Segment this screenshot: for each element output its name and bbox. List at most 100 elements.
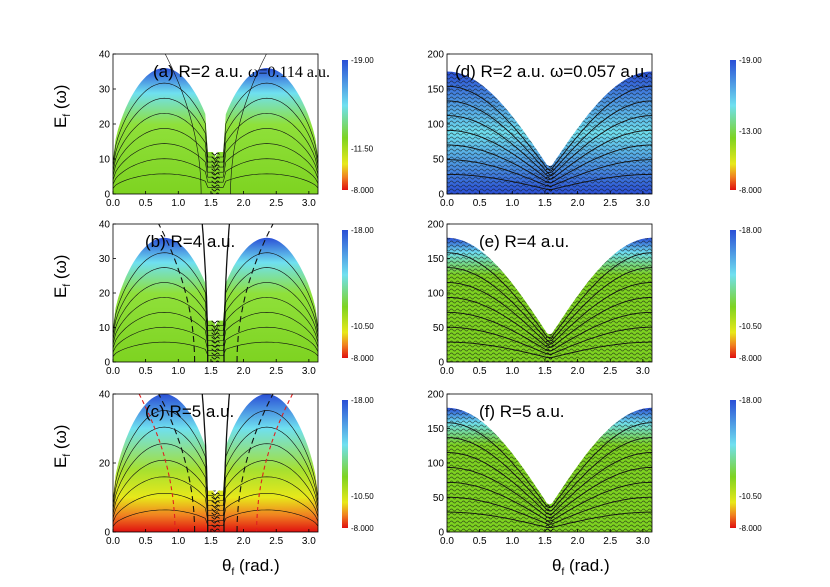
center-interference-e [545, 334, 554, 362]
colorbar-e [730, 230, 736, 358]
panel-a: 0.0 0.5 1.0 1.5 2.0 2.5 3.0 0 10 20 30 40 (a) R=2 a.… [99, 50, 374, 210]
y-tick-label: 50 [433, 323, 445, 334]
y-tick-label: 50 [433, 493, 445, 504]
x-tick-label: 0.0 [440, 366, 454, 377]
x-tick-label: 3.0 [302, 366, 316, 377]
colorbar-c [342, 400, 348, 528]
ylabel-top: Ef (ω) [51, 85, 73, 128]
x-tick-label: 0.5 [473, 198, 487, 209]
colorbar-tick-label: -8.000 [739, 354, 762, 363]
y-tick-label: 30 [99, 85, 111, 96]
panel-d: 0.0 0.5 1.0 1.5 2.0 2.5 3.0 0 50 100 150 200 (d) R=2… [427, 50, 762, 210]
x-tick-label: 0.0 [106, 366, 120, 377]
colorbar-tick-label: -13.00 [739, 127, 762, 136]
colorbar-tick-label: -10.50 [739, 492, 762, 501]
colorbar-tick-label: -11.50 [351, 145, 374, 154]
ylabel-middle: Ef (ω) [51, 255, 73, 298]
y-tick-label: 20 [99, 289, 111, 300]
y-tick-label: 20 [99, 459, 111, 470]
x-tick-label: 2.5 [603, 198, 617, 209]
colorbar-tick-label: -18.00 [351, 226, 374, 235]
colorbar-tick-label: -8.000 [351, 186, 374, 195]
contour-fill-b [113, 237, 318, 362]
y-tick-label: 100 [427, 289, 444, 300]
colorbar-tick-label: -10.50 [351, 322, 374, 331]
xlabel-left: θf (rad.) [222, 556, 280, 578]
panel-e: 0.0 0.5 1.0 1.5 2.0 2.5 3.0 0 50 100 150 200 (e) R=4… [427, 220, 762, 378]
contour-texture-f [447, 407, 652, 532]
colorbar-a [342, 60, 348, 190]
x-tick-label: 0.5 [473, 366, 487, 377]
omega-label-a: ω=0.114 a.u. [248, 64, 330, 81]
y-tick-label: 200 [427, 390, 444, 401]
trajectory-curve-c [236, 393, 274, 533]
colorbar-tick-label: -8.000 [351, 354, 374, 363]
trajectory-curve-c [138, 393, 176, 532]
x-tick-label: 1.0 [171, 366, 185, 377]
x-tick-label: 2.5 [269, 198, 283, 209]
trajectory-curve-c [158, 393, 196, 532]
y-tick-label: 50 [433, 155, 445, 166]
y-tick-label: 40 [99, 50, 111, 61]
center-interference-f [545, 504, 554, 532]
y-tick-label: 10 [99, 323, 111, 334]
y-tick-label: 0 [438, 358, 444, 369]
y-tick-label: 200 [427, 220, 444, 231]
colorbar-tick-label: -8.000 [739, 524, 762, 533]
y-tick-label: 10 [99, 155, 111, 166]
x-tick-label: 2.5 [269, 536, 283, 547]
x-tick-label: 1.5 [538, 198, 552, 209]
ylabel-bottom: Ef (ω) [51, 425, 73, 468]
x-tick-label: 2.0 [571, 536, 585, 547]
y-tick-label: 30 [99, 254, 111, 265]
x-tick-label: 2.0 [237, 366, 251, 377]
x-tick-label: 0.5 [473, 536, 487, 547]
x-tick-label: 1.5 [538, 536, 552, 547]
y-tick-label: 150 [427, 85, 444, 96]
trajectory-curve-b [236, 223, 274, 363]
x-tick-label: 0.0 [440, 198, 454, 209]
colorbar-f [730, 400, 736, 528]
panel-label-d: (d) R=2 a.u. ω=0.057 a.u. [455, 62, 649, 81]
colorbar-tick-label: -18.00 [351, 396, 374, 405]
x-tick-label: 1.0 [171, 536, 185, 547]
panel-label-b: (b) R=4 a.u. [145, 232, 235, 251]
trajectory-curve-b [201, 223, 209, 362]
y-tick-label: 20 [99, 120, 111, 131]
trajectory-curve-b [223, 223, 231, 362]
xlabel-right: θf (rad.) [552, 556, 610, 578]
y-tick-label: 100 [427, 459, 444, 470]
omega-label-d: ω=0.057 a.u. [550, 62, 649, 81]
center-interference-c [211, 490, 220, 532]
contour-texture-e [447, 237, 652, 362]
trajectory-curve-a [164, 53, 202, 194]
y-tick-label: 0 [104, 528, 110, 539]
x-tick-label: 0.0 [440, 536, 454, 547]
center-interference-b [211, 320, 220, 362]
colorbar-tick-label: -10.50 [739, 322, 762, 331]
y-tick-label: 200 [427, 50, 444, 61]
center-interference-d [545, 166, 554, 194]
y-tick-label: 40 [99, 390, 111, 401]
colorbar-tick-label: -19.00 [351, 56, 374, 65]
y-tick-label: 100 [427, 120, 444, 131]
x-tick-label: 3.0 [636, 366, 650, 377]
panel-label-e: (e) R=4 a.u. [479, 232, 569, 251]
x-tick-label: 2.0 [571, 366, 585, 377]
colorbar-tick-label: -8.000 [351, 524, 374, 533]
x-tick-label: 2.0 [237, 536, 251, 547]
x-tick-label: 3.0 [636, 536, 650, 547]
x-tick-label: 0.5 [139, 366, 153, 377]
x-tick-label: 3.0 [636, 198, 650, 209]
y-tick-label: 40 [99, 220, 111, 231]
x-tick-label: 1.0 [505, 198, 519, 209]
trajectory-curve-c [256, 393, 293, 533]
trajectory-curve-b [158, 223, 196, 362]
x-tick-label: 0.5 [139, 198, 153, 209]
y-tick-label: 0 [438, 528, 444, 539]
x-tick-label: 0.0 [106, 198, 120, 209]
colorbar-d [730, 60, 736, 190]
x-tick-label: 0.5 [139, 536, 153, 547]
y-tick-label: 0 [104, 358, 110, 369]
